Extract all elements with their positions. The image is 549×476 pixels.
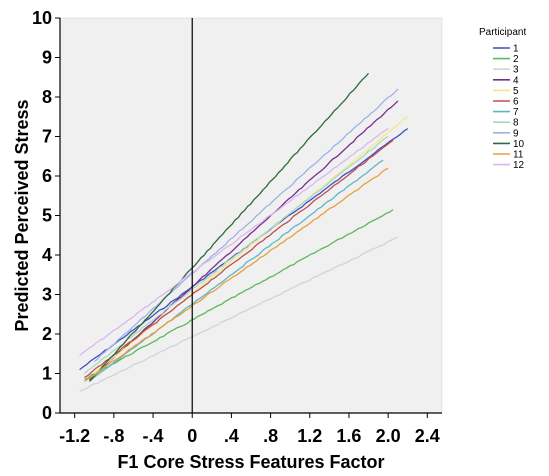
y-axis-title: Predicted Perceived Stress xyxy=(12,99,32,331)
legend-title: Participant xyxy=(479,27,526,38)
series-line-10 xyxy=(88,72,369,382)
x-axis-ticks: -1.2 -.8 -.4 0 .4 .8 1.2 1.6 2.0 2.4 xyxy=(59,413,440,446)
x-tick-label: -.8 xyxy=(103,426,124,446)
x-tick-label: .8 xyxy=(263,426,278,446)
y-tick-label: 10 xyxy=(32,8,52,28)
x-tick-label: 1.6 xyxy=(336,426,361,446)
series-line-9 xyxy=(93,88,399,363)
y-tick-label: 8 xyxy=(42,87,52,107)
x-tick-label: 2.4 xyxy=(415,426,440,446)
x-tick-label: .4 xyxy=(224,426,239,446)
y-tick-label: 0 xyxy=(42,403,52,423)
legend-label-2: 2 xyxy=(513,54,519,65)
y-tick-label: 6 xyxy=(42,166,52,186)
y-tick-label: 4 xyxy=(42,245,52,265)
x-tick-label: 2.0 xyxy=(376,426,401,446)
series-line-2 xyxy=(84,209,394,381)
legend-label-1: 1 xyxy=(513,44,519,55)
y-tick-label: 3 xyxy=(42,285,52,305)
legend-label-6: 6 xyxy=(513,97,519,108)
series-line-11 xyxy=(84,167,389,382)
y-tick-label: 2 xyxy=(42,324,52,344)
series-line-5 xyxy=(93,116,409,374)
series-line-8 xyxy=(84,135,389,374)
legend-label-11: 11 xyxy=(513,150,524,161)
legend-label-3: 3 xyxy=(513,65,519,76)
legend-label-12: 12 xyxy=(513,160,525,171)
x-axis-title: F1 Core Stress Features Factor xyxy=(117,452,384,472)
y-tick-label: 5 xyxy=(42,206,52,226)
y-tick-label: 7 xyxy=(42,127,52,147)
series-line-6 xyxy=(84,139,394,378)
legend-label-9: 9 xyxy=(513,128,519,139)
x-tick-label: 0 xyxy=(187,426,197,446)
legend-label-5: 5 xyxy=(513,86,519,97)
series-line-3 xyxy=(79,236,399,392)
x-tick-label: -1.2 xyxy=(59,426,90,446)
y-tick-label: 9 xyxy=(42,48,52,68)
series-line-12 xyxy=(79,128,389,357)
x-tick-label: -.4 xyxy=(143,426,164,446)
series-lines xyxy=(79,72,409,392)
legend-label-8: 8 xyxy=(513,118,519,129)
legend-label-7: 7 xyxy=(513,107,519,118)
legend-label-4: 4 xyxy=(513,75,519,86)
y-axis-ticks: 0 1 2 3 4 5 6 7 8 9 10 xyxy=(32,8,60,423)
y-tick-label: 1 xyxy=(42,364,52,384)
legend-label-10: 10 xyxy=(513,139,525,150)
x-tick-label: 1.2 xyxy=(297,426,322,446)
